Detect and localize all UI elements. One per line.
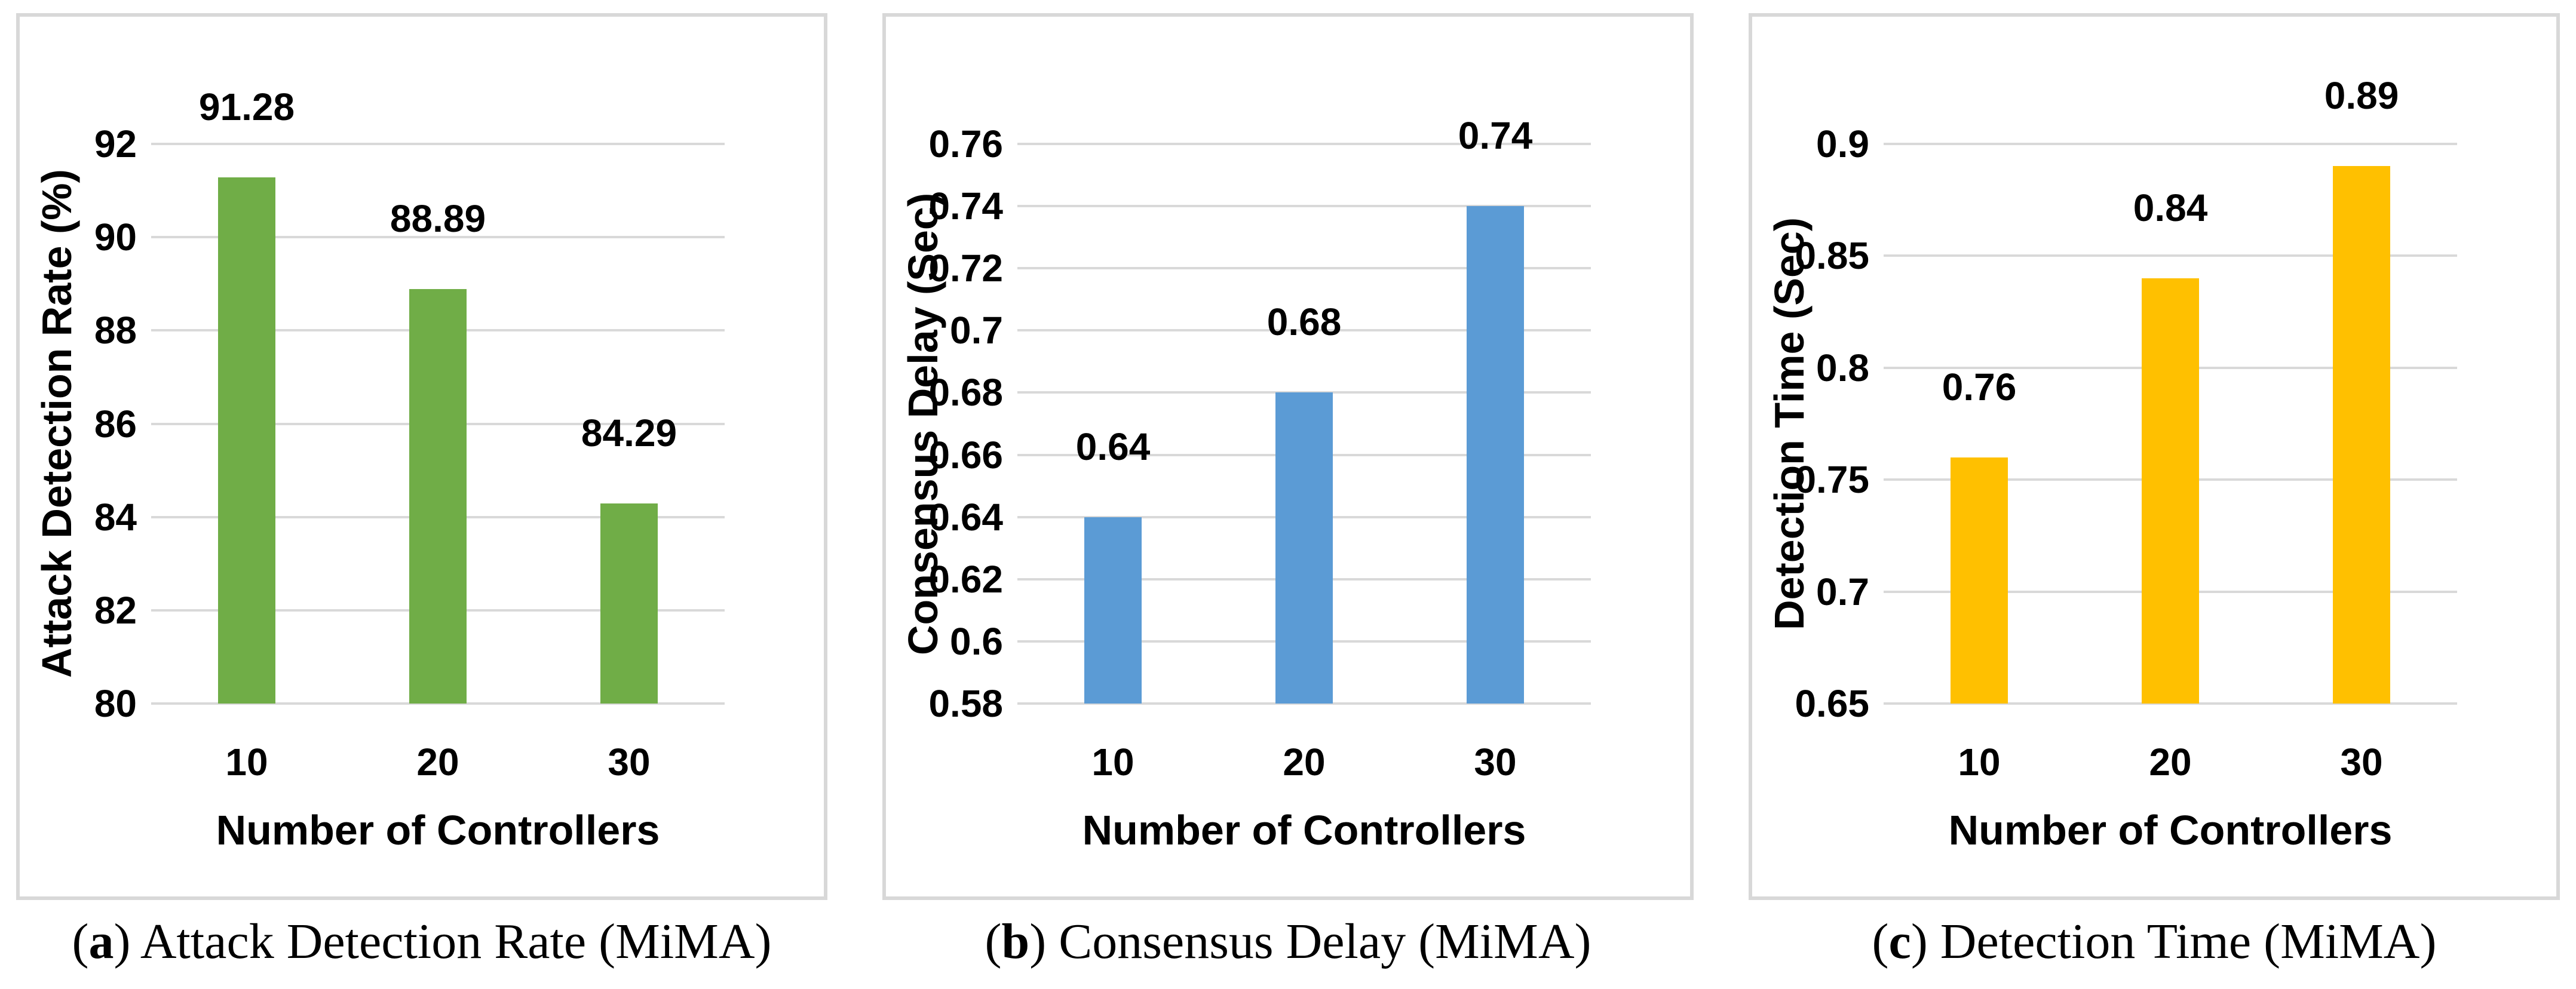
gridline (1017, 267, 1591, 270)
caption-letter: c (1888, 914, 1911, 969)
caption-text: Detection Time (MiMA) (1927, 914, 2437, 969)
x-tick-label: 10 (1091, 741, 1134, 784)
bar (1084, 517, 1142, 704)
gridline (1017, 329, 1591, 332)
x-axis-title: Number of Controllers (1948, 807, 2393, 853)
bar-data-label: 0.74 (1458, 114, 1533, 158)
gridline (1884, 143, 2457, 145)
y-tick-label: 80 (94, 682, 137, 725)
figure-b: Consensus Delay (Sec) Number of Controll… (882, 0, 1694, 989)
y-tick-label: 0.75 (1795, 458, 1869, 502)
y-tick-label: 86 (94, 402, 137, 446)
y-axis-title: Detection Time (Sec) (1766, 217, 1813, 631)
caption-text: Consensus Delay (MiMA) (1046, 914, 1591, 969)
y-axis-title: Consensus Delay (Sec) (900, 192, 946, 655)
bar (218, 177, 275, 704)
y-tick-label: 82 (94, 588, 137, 632)
bar-data-label: 0.64 (1075, 425, 1151, 468)
caption-open-paren: ( (985, 914, 1002, 969)
gridline (151, 143, 725, 145)
x-tick-label: 20 (2149, 741, 2192, 784)
caption-open-paren: ( (72, 914, 89, 969)
x-tick-label: 20 (1283, 741, 1326, 784)
gridline (151, 236, 725, 239)
gridline (1017, 702, 1591, 705)
x-tick-label: 30 (2340, 741, 2383, 784)
bar (1951, 457, 2008, 704)
caption-text: Attack Detection Rate (MiMA) (130, 914, 772, 969)
x-axis-title: Number of Controllers (216, 807, 660, 853)
bar (409, 288, 467, 704)
y-tick-label: 0.72 (928, 247, 1003, 290)
y-tick-label: 0.76 (928, 122, 1003, 165)
y-tick-label: 90 (94, 216, 137, 259)
chart-panel-c: Detection Time (Sec) Number of Controlle… (1749, 13, 2560, 900)
x-tick-label: 10 (1958, 741, 2001, 784)
gridline (1017, 143, 1591, 145)
x-tick-label: 10 (225, 741, 268, 784)
gridline (1884, 702, 2457, 705)
y-tick-label: 0.64 (928, 495, 1003, 539)
gridline (1884, 254, 2457, 257)
bar-data-label: 0.84 (2133, 186, 2208, 229)
y-tick-label: 0.8 (1816, 346, 1869, 389)
y-tick-label: 0.7 (1816, 570, 1869, 613)
y-tick-label: 0.85 (1795, 234, 1869, 278)
y-tick-label: 0.66 (928, 433, 1003, 477)
y-tick-label: 0.74 (928, 185, 1003, 228)
caption-close-paren: ) (1029, 914, 1047, 969)
bar-data-label: 88.89 (390, 196, 486, 240)
bar (2333, 166, 2390, 704)
x-axis-title: Number of Controllers (1082, 807, 1526, 853)
x-tick-label: 30 (1474, 741, 1517, 784)
gridline (1017, 205, 1591, 208)
bar-data-label: 84.29 (581, 411, 677, 455)
bar (2142, 278, 2199, 704)
y-tick-label: 0.9 (1816, 122, 1869, 165)
x-tick-label: 30 (608, 741, 651, 784)
bar (1275, 392, 1333, 704)
y-tick-label: 88 (94, 309, 137, 352)
y-tick-label: 0.65 (1795, 682, 1869, 725)
caption-open-paren: ( (1872, 914, 1889, 969)
y-tick-label: 0.62 (928, 557, 1003, 601)
bar-data-label: 91.28 (198, 85, 295, 129)
caption-close-paren: ) (1910, 914, 1928, 969)
y-tick-label: 0.6 (950, 619, 1003, 663)
bar (600, 503, 658, 704)
bar-data-label: 0.89 (2324, 74, 2399, 118)
bar (1467, 206, 1524, 704)
figure-caption: (a) Attack Detection Rate (MiMA) (16, 913, 827, 970)
bar-data-label: 0.76 (1942, 365, 2017, 408)
figure-caption: (c) Detection Time (MiMA) (1749, 913, 2560, 970)
caption-letter: a (88, 914, 114, 969)
y-tick-label: 92 (94, 122, 137, 165)
chart-panel-a: Attack Detection Rate (%) Number of Cont… (16, 13, 827, 900)
bar-data-label: 0.68 (1266, 300, 1342, 344)
figure-c: Detection Time (Sec) Number of Controlle… (1749, 0, 2560, 989)
caption-close-paren: ) (114, 914, 131, 969)
figure-caption: (b) Consensus Delay (MiMA) (882, 913, 1694, 970)
figure-a: Attack Detection Rate (%) Number of Cont… (16, 0, 827, 989)
x-tick-label: 20 (416, 741, 459, 784)
y-tick-label: 0.58 (928, 682, 1003, 725)
chart-panel-b: Consensus Delay (Sec) Number of Controll… (882, 13, 1694, 900)
gridline (151, 702, 725, 705)
caption-letter: b (1001, 914, 1030, 969)
y-tick-label: 0.68 (928, 371, 1003, 414)
y-tick-label: 0.7 (950, 309, 1003, 352)
y-tick-label: 84 (94, 495, 137, 539)
